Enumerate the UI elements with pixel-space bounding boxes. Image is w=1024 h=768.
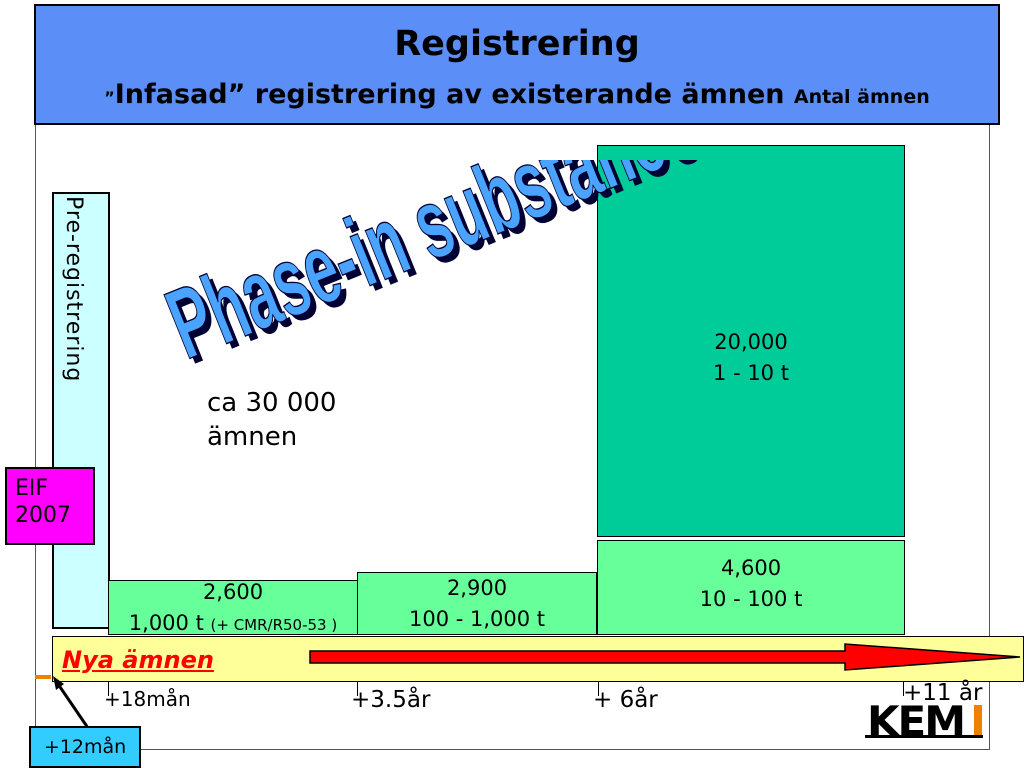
tier-box-100-1000t: 2,900 100 - 1,000 t (357, 572, 597, 635)
timeline-start-marker (35, 675, 51, 679)
tier-1000t-tonnage: 1,000 t (128, 611, 204, 635)
eif-year: 2007 (15, 503, 71, 528)
tier-10-100t-tonnage: 10 - 100 t (699, 587, 803, 611)
subtitle-main: Infasad” registrering av existerande ämn… (114, 79, 785, 110)
tick-6y (598, 682, 599, 696)
tier-1000t-tonnage-line: 1,000 t (+ CMR/R50-53 ) (109, 608, 357, 641)
subtitle-small: Antal ämnen (793, 86, 930, 108)
tick-18m (108, 682, 109, 696)
pre-registration-label: Pre-registrering (61, 196, 86, 383)
timeline-arrow-icon (309, 643, 1021, 671)
count-note-line1: ca 30 000 (207, 388, 337, 418)
phase-in-watermark: Phase-in substances Phase-in substances (152, 160, 746, 385)
slide-subtitle: ”Infasad” registrering av existerande äm… (36, 79, 998, 110)
timeline-label-3-5y: +3.5år (351, 687, 431, 713)
tier-10-100t-count: 4,600 (720, 556, 782, 580)
tier-1000t-note: (+ CMR/R50-53 ) (210, 616, 338, 634)
pre-registration-bar (52, 192, 110, 629)
tier-box-1-10t: 20,000 1 - 10 t (597, 145, 905, 537)
tier-box-10-100t: 4,600 10 - 100 t (597, 540, 905, 635)
watermark-text: Phase-in substances (153, 160, 741, 380)
subtitle-quote: ” (104, 88, 115, 107)
substance-count-note: ca 30 000 ämnen (207, 386, 336, 454)
tier-box-1000t: 2,600 1,000 t (+ CMR/R50-53 ) (108, 580, 358, 635)
eif-label: EIF (15, 476, 49, 501)
count-note-line2: ämnen (207, 422, 298, 452)
logo-accent-bar (974, 705, 982, 735)
eif-badge: EIF 2007 (5, 467, 95, 545)
title-banner: Registrering ”Infasad” registrering av e… (34, 4, 1000, 125)
timeline-label-6y: + 6år (593, 687, 658, 713)
tick-11y (903, 682, 904, 696)
tier-1-10t-tonnage: 1 - 10 t (713, 361, 789, 385)
tick-3-5y (357, 682, 358, 696)
timeline-label-18m: +18mån (104, 687, 191, 711)
tier-1000t-count: 2,600 (202, 580, 264, 604)
tier-1-10t-count: 20,000 (714, 330, 788, 354)
pointer-arrow-icon (53, 676, 90, 729)
logo-underline (865, 735, 983, 738)
slide-title: Registrering (394, 24, 640, 64)
tier-100-1000t-count: 2,900 (446, 576, 508, 600)
kem-logo: KEM (867, 697, 966, 746)
timeline-label-11y: +11 år (903, 680, 983, 706)
new-substances-label: Nya ämnen (62, 646, 214, 674)
plus-12-months-badge: +12mån (29, 726, 141, 768)
tier-100-1000t-tonnage: 100 - 1,000 t (408, 607, 546, 631)
